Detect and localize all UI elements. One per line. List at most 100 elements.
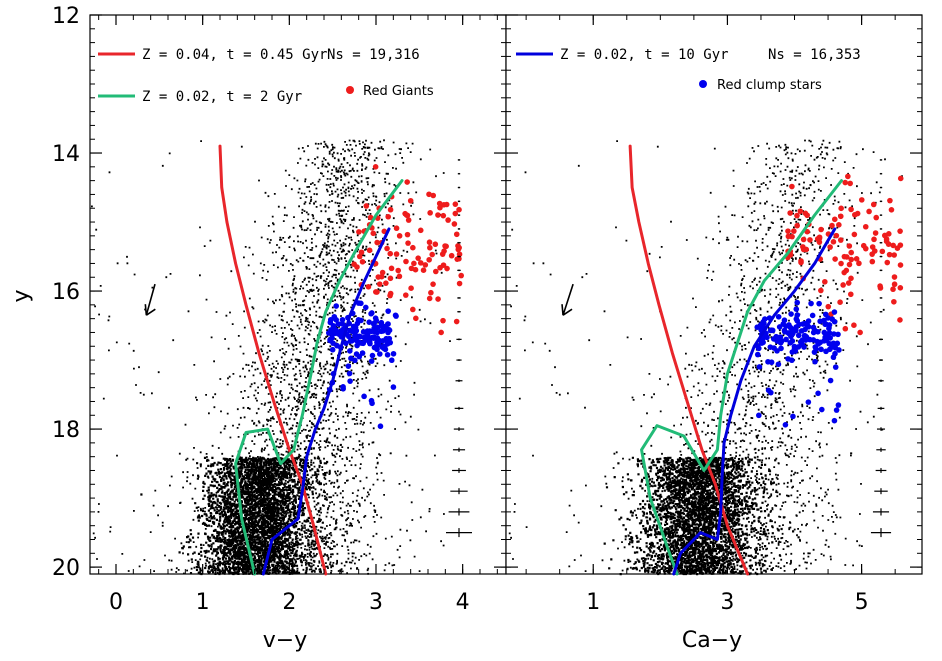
red-star bbox=[452, 210, 459, 217]
red-star bbox=[897, 285, 904, 291]
red-star bbox=[869, 258, 876, 265]
red-star bbox=[853, 256, 860, 262]
legend-dot-red bbox=[346, 86, 354, 94]
blue-star bbox=[835, 331, 841, 338]
red-star bbox=[426, 256, 432, 263]
y-tick-label: 18 bbox=[52, 418, 80, 443]
red-star bbox=[411, 260, 417, 267]
red-star bbox=[866, 208, 872, 215]
blue-star bbox=[831, 417, 838, 424]
x-tick-label: 5 bbox=[855, 590, 869, 615]
blue-star bbox=[333, 303, 340, 309]
blue-star bbox=[794, 312, 801, 318]
y-tick-label: 16 bbox=[52, 280, 80, 305]
blue-star bbox=[809, 312, 816, 319]
red-star bbox=[393, 251, 400, 257]
red-star bbox=[879, 248, 886, 255]
blue-star bbox=[380, 328, 386, 334]
red-star bbox=[387, 250, 394, 257]
red-star bbox=[794, 212, 800, 219]
blue-star bbox=[802, 333, 809, 339]
blue-star bbox=[794, 299, 801, 306]
blue-star bbox=[827, 377, 834, 384]
red-star bbox=[838, 260, 844, 267]
red-star bbox=[897, 175, 904, 182]
x-tick-label: 1 bbox=[586, 590, 600, 615]
red-star bbox=[442, 243, 448, 249]
red-star bbox=[800, 244, 806, 250]
blue-star bbox=[760, 339, 766, 346]
red-star bbox=[804, 212, 810, 219]
red-star bbox=[405, 240, 411, 246]
red-star bbox=[396, 233, 403, 239]
right-special-stars bbox=[754, 173, 904, 428]
red-star bbox=[358, 249, 365, 256]
y-axis-label: y bbox=[9, 289, 34, 302]
blue-star bbox=[827, 335, 833, 341]
blue-star bbox=[821, 329, 828, 336]
blue-star bbox=[356, 339, 363, 346]
blue-star bbox=[815, 390, 821, 397]
blue-star bbox=[787, 339, 794, 346]
red-star bbox=[785, 228, 791, 234]
red-star bbox=[388, 265, 395, 272]
blue-star bbox=[816, 300, 822, 307]
red-star bbox=[436, 200, 443, 207]
red-star bbox=[404, 212, 411, 219]
x-tick-label: 1 bbox=[196, 590, 210, 615]
blue-star bbox=[339, 321, 346, 327]
red-star bbox=[837, 299, 843, 306]
blue-star bbox=[756, 412, 762, 419]
blue-star bbox=[795, 332, 802, 339]
blue-star bbox=[369, 352, 376, 359]
blue-star bbox=[366, 319, 373, 325]
blue-star bbox=[808, 300, 814, 307]
red-star bbox=[833, 232, 840, 239]
red-star bbox=[885, 241, 892, 247]
red-star bbox=[822, 278, 828, 285]
blue-star bbox=[768, 389, 774, 396]
red-star bbox=[428, 289, 434, 296]
red-star bbox=[897, 228, 903, 234]
red-star bbox=[807, 237, 813, 243]
red-star bbox=[367, 214, 374, 221]
blue-star bbox=[376, 337, 382, 344]
red-star bbox=[837, 237, 844, 243]
blue-star bbox=[793, 306, 800, 312]
blue-star bbox=[347, 338, 354, 344]
blue-star bbox=[390, 384, 397, 390]
red-star bbox=[404, 231, 411, 238]
blue-star bbox=[788, 333, 794, 340]
red-star bbox=[372, 164, 379, 170]
red-star bbox=[825, 303, 832, 310]
red-star bbox=[456, 206, 462, 213]
x-tick-label: 3 bbox=[720, 590, 734, 615]
red-star bbox=[413, 315, 419, 322]
red-star bbox=[845, 280, 852, 286]
red-star bbox=[798, 259, 804, 266]
left-error-bars bbox=[446, 159, 472, 538]
red-star bbox=[387, 275, 394, 282]
red-star bbox=[359, 258, 366, 265]
right-ns-annotation: Ns = 16,353 bbox=[768, 47, 861, 63]
red-star bbox=[871, 236, 877, 243]
red-star bbox=[884, 259, 891, 266]
blue-star bbox=[329, 346, 336, 353]
red-star bbox=[435, 212, 441, 218]
legend-dot-blue bbox=[699, 80, 707, 88]
blue-star bbox=[825, 315, 831, 321]
blue-star bbox=[347, 378, 353, 384]
red-star bbox=[891, 252, 897, 258]
red-star bbox=[842, 179, 849, 186]
red-star bbox=[814, 236, 821, 242]
red-star bbox=[374, 289, 380, 295]
red-star bbox=[848, 275, 854, 282]
red-star bbox=[407, 197, 414, 204]
blue-star bbox=[346, 370, 353, 377]
blue-star bbox=[371, 335, 377, 341]
blue-star bbox=[791, 343, 798, 350]
red-star bbox=[432, 268, 439, 275]
red-star bbox=[396, 273, 403, 280]
red-star bbox=[891, 281, 898, 288]
red-star bbox=[410, 306, 416, 313]
